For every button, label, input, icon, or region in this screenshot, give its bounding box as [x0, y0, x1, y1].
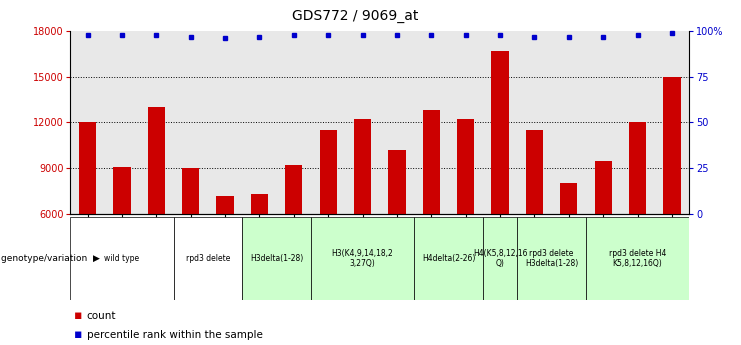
- Text: H4delta(2-26): H4delta(2-26): [422, 254, 475, 263]
- Text: count: count: [87, 311, 116, 321]
- Bar: [70, 217, 173, 300]
- Bar: [242, 217, 311, 300]
- Bar: [629, 122, 646, 305]
- Bar: [422, 110, 440, 305]
- Text: H3delta(1-28): H3delta(1-28): [250, 254, 303, 263]
- Bar: [173, 217, 242, 300]
- Bar: [517, 217, 586, 300]
- Text: H3(K4,9,14,18,2
3,27Q): H3(K4,9,14,18,2 3,27Q): [332, 249, 393, 268]
- Text: ▪: ▪: [74, 328, 82, 341]
- Text: rpd3 delete: rpd3 delete: [186, 254, 230, 263]
- Bar: [354, 119, 371, 305]
- Text: rpd3 delete
H3delta(1-28): rpd3 delete H3delta(1-28): [525, 249, 578, 268]
- Bar: [79, 122, 96, 305]
- Text: percentile rank within the sample: percentile rank within the sample: [87, 330, 262, 339]
- Bar: [457, 119, 474, 305]
- Bar: [388, 150, 405, 305]
- Bar: [586, 217, 689, 300]
- Bar: [319, 130, 337, 305]
- Text: ▪: ▪: [74, 309, 82, 322]
- Text: genotype/variation  ▶: genotype/variation ▶: [1, 254, 100, 263]
- Bar: [594, 160, 612, 305]
- Bar: [663, 77, 680, 305]
- Bar: [526, 130, 543, 305]
- Text: wild type: wild type: [104, 254, 139, 263]
- Text: GDS772 / 9069_at: GDS772 / 9069_at: [293, 9, 419, 23]
- Bar: [251, 194, 268, 305]
- Bar: [216, 196, 233, 305]
- Bar: [147, 107, 165, 305]
- Bar: [285, 165, 302, 305]
- Bar: [113, 167, 130, 305]
- Bar: [483, 217, 517, 300]
- Bar: [491, 51, 508, 305]
- Text: H4(K5,8,12,16
Q): H4(K5,8,12,16 Q): [473, 249, 528, 268]
- Bar: [182, 168, 199, 305]
- Bar: [560, 184, 577, 305]
- Text: rpd3 delete H4
K5,8,12,16Q): rpd3 delete H4 K5,8,12,16Q): [609, 249, 666, 268]
- Bar: [414, 217, 483, 300]
- Bar: [311, 217, 414, 300]
